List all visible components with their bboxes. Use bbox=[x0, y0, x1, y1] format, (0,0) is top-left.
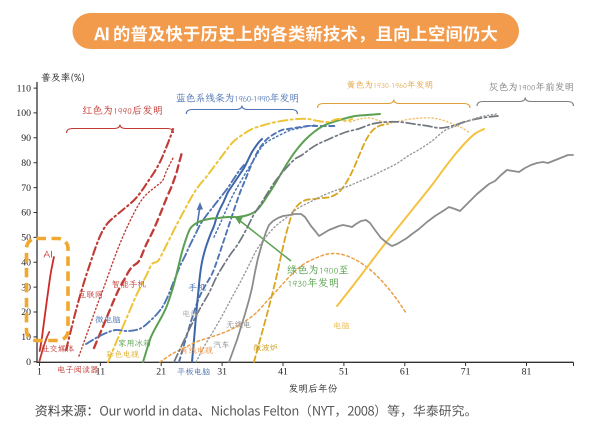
svg-text:80: 80 bbox=[21, 158, 31, 169]
svg-text:21: 21 bbox=[156, 367, 166, 378]
svg-text:90: 90 bbox=[21, 133, 31, 144]
svg-text:71: 71 bbox=[461, 367, 471, 378]
svg-text:100: 100 bbox=[16, 108, 31, 119]
svg-text:10: 10 bbox=[21, 332, 31, 343]
svg-text:11: 11 bbox=[96, 367, 106, 378]
svg-text:1: 1 bbox=[37, 367, 42, 378]
svg-text:61: 61 bbox=[400, 367, 410, 378]
svg-text:60: 60 bbox=[21, 208, 31, 219]
svg-text:20: 20 bbox=[21, 307, 31, 318]
svg-text:110: 110 bbox=[17, 83, 31, 94]
svg-text:31: 31 bbox=[217, 367, 227, 378]
svg-text:70: 70 bbox=[21, 183, 31, 194]
svg-text:0: 0 bbox=[26, 357, 31, 368]
svg-text:81: 81 bbox=[522, 367, 532, 378]
svg-text:40: 40 bbox=[21, 258, 31, 269]
svg-text:51: 51 bbox=[339, 367, 349, 378]
svg-text:50: 50 bbox=[21, 233, 31, 244]
svg-text:41: 41 bbox=[278, 367, 288, 378]
